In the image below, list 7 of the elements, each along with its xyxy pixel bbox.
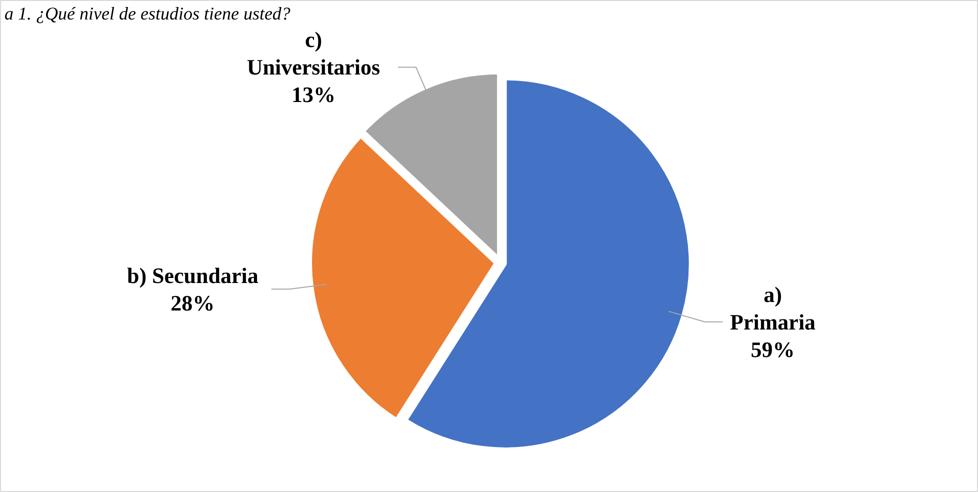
data-label: 59% [750, 336, 795, 362]
chart-title: a 1. ¿Qué nivel de estudios tiene usted? [4, 4, 290, 24]
slice-label: a) Primaria [730, 282, 816, 334]
data-label: 13% [292, 82, 336, 108]
slice-label: b) Secundaria [126, 262, 258, 288]
data-label: 28% [170, 290, 215, 316]
slice-label: c) Universitarios [246, 27, 381, 80]
